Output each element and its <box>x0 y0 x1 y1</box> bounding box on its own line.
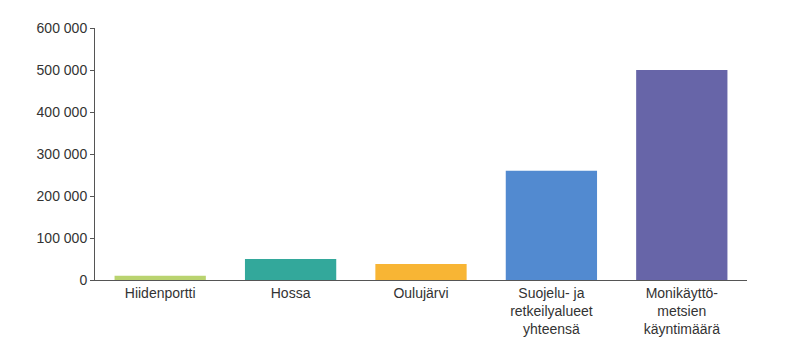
svg-text:0: 0 <box>79 272 87 288</box>
svg-text:Suojelu- jaretkeilyalueetyhtee: Suojelu- jaretkeilyalueetyhteensä <box>510 285 593 337</box>
svg-text:100 000: 100 000 <box>37 230 88 246</box>
svg-text:Oulujärvi: Oulujärvi <box>393 285 448 301</box>
svg-text:200 000: 200 000 <box>37 188 88 204</box>
svg-text:Monikäyttö-metsienkäyntimäärä: Monikäyttö-metsienkäyntimäärä <box>644 285 720 337</box>
svg-text:500 000: 500 000 <box>37 62 88 78</box>
svg-text:Hossa: Hossa <box>271 285 311 301</box>
svg-text:600 000: 600 000 <box>37 20 88 36</box>
svg-text:300 000: 300 000 <box>37 146 88 162</box>
svg-text:400 000: 400 000 <box>37 104 88 120</box>
svg-text:Hiidenportti: Hiidenportti <box>125 285 196 301</box>
